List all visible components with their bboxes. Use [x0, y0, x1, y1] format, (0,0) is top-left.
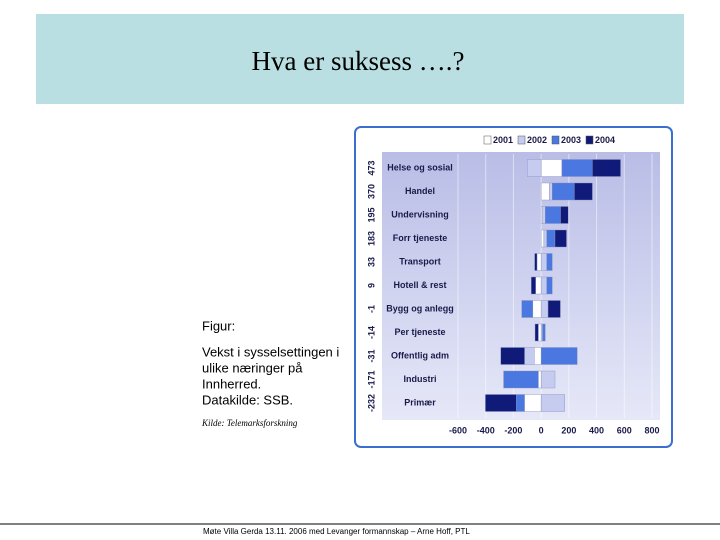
legend-label: 2004	[595, 135, 615, 145]
legend-swatch	[483, 135, 492, 145]
legend-swatch	[551, 135, 560, 145]
caption-line: Innherred.	[202, 376, 261, 391]
bar-segment	[542, 206, 546, 224]
bar-segment	[549, 182, 553, 201]
legend-swatch	[517, 135, 526, 145]
total-label: -1	[366, 305, 376, 313]
total-label: 473	[366, 160, 376, 175]
total-label: -171	[366, 370, 376, 388]
bar-segment	[535, 276, 542, 295]
caption-line: Vekst i sysselsettingen i	[202, 344, 339, 359]
legend-label: 2001	[493, 135, 513, 145]
bar-segment	[540, 182, 550, 201]
bar-segment	[536, 253, 542, 271]
total-label: -232	[366, 394, 376, 412]
category-label: Forr tjeneste	[393, 233, 448, 243]
x-tick-label: 200	[561, 425, 576, 435]
title-band	[36, 14, 684, 104]
bar-segment	[527, 159, 542, 177]
chart: -600 -400 -200 0 200 400 600 800 2001 2002 2003 200…	[366, 135, 659, 436]
bar-segment	[540, 370, 556, 389]
x-tick-label: 600	[617, 425, 632, 435]
bar-segment	[540, 276, 547, 295]
category-label: Industri	[404, 374, 437, 384]
bar-segment	[540, 206, 543, 224]
bar-segment	[516, 394, 525, 412]
total-label: -14	[366, 326, 376, 339]
bar-segment	[540, 323, 543, 342]
category-label: Primær	[404, 397, 436, 407]
bar-segment	[540, 347, 578, 365]
legend-label: 2002	[527, 135, 547, 145]
bar-segment	[503, 370, 539, 389]
x-tick-label: -400	[477, 425, 495, 435]
total-label: -31	[366, 349, 376, 362]
bar-segment	[538, 370, 542, 389]
bar-segment	[485, 394, 517, 412]
bar-segment	[574, 182, 593, 201]
bar-segment	[545, 206, 561, 224]
bar-segment	[524, 347, 535, 365]
bar-segment	[534, 253, 538, 271]
bar-segment	[560, 206, 569, 224]
bar-segment	[542, 323, 546, 342]
bar-segment	[531, 276, 536, 295]
bar-segment	[540, 159, 563, 177]
bar-segment	[532, 300, 542, 318]
x-tick-label: -600	[449, 425, 467, 435]
caption-line: ulike næringer på	[202, 360, 303, 375]
slide-title: Hva er suksess ….?	[252, 46, 465, 76]
bar-segment	[524, 394, 542, 412]
category-label: Transport	[399, 256, 441, 266]
caption-line: Datakilde: SSB.	[202, 392, 293, 407]
total-label: 33	[366, 257, 376, 267]
bar-segment	[540, 394, 565, 412]
bar-segment	[546, 253, 553, 271]
category-label: Helse og sosial	[387, 162, 453, 172]
bar-segment	[534, 323, 539, 342]
bar-segment	[561, 159, 593, 177]
bar-segment	[543, 229, 547, 248]
bar-segment	[534, 347, 542, 365]
legend-swatch	[585, 135, 594, 145]
total-label: 195	[366, 207, 376, 222]
bar-segment	[521, 300, 534, 318]
source: Kilde: Telemarksforskning	[201, 418, 298, 428]
total-label: 183	[366, 231, 376, 246]
bar-segment	[540, 229, 545, 248]
total-label: 9	[366, 283, 376, 288]
bar-segment	[540, 300, 549, 318]
caption-line: Figur:	[202, 318, 235, 333]
bar-segment	[546, 276, 553, 295]
bar-segment	[546, 229, 556, 248]
category-label: Undervisning	[391, 209, 449, 219]
bar-segment	[547, 300, 561, 318]
total-label: 370	[366, 184, 376, 199]
category-label: Per tjeneste	[394, 327, 445, 337]
bar-segment	[592, 159, 621, 177]
x-tick-label: 400	[589, 425, 604, 435]
bar-segment	[500, 347, 525, 365]
category-label: Handel	[405, 186, 435, 196]
x-tick-label: 0	[539, 425, 544, 435]
category-label: Hotell & rest	[393, 280, 446, 290]
bar-segment	[552, 182, 575, 201]
bar-segment	[538, 323, 542, 342]
x-tick-label: -200	[504, 425, 522, 435]
x-tick-label: 800	[644, 425, 659, 435]
legend-label: 2003	[561, 135, 581, 145]
category-label: Bygg og anlegg	[386, 303, 454, 313]
bar-segment	[554, 229, 567, 248]
footer: Møte Villa Gerda 13.11. 2006 med Levange…	[203, 527, 470, 536]
category-label: Offentlig adm	[391, 350, 449, 360]
bar-segment	[540, 253, 547, 271]
